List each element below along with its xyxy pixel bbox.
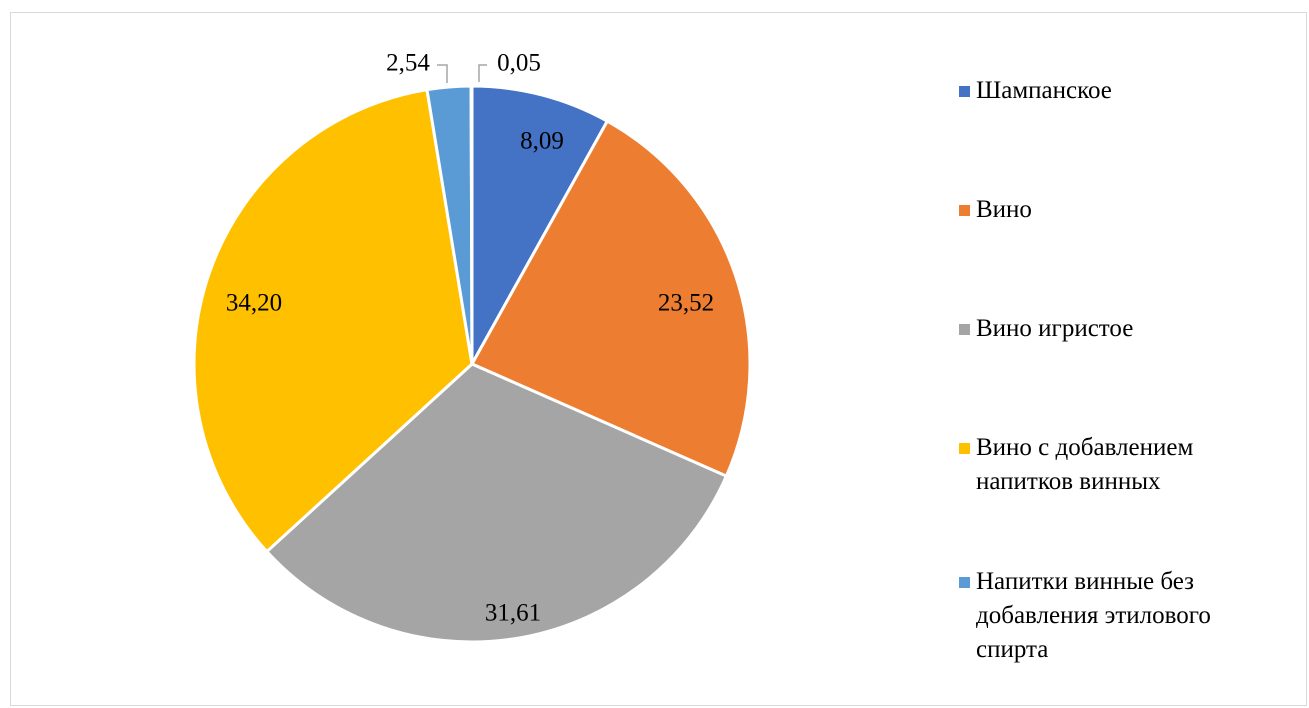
pie-slices: [192, 84, 752, 644]
pie-slice-wine-with-wine-drinks: [192, 87, 474, 554]
data-label-wine: 23,52: [658, 290, 714, 317]
legend-label: Вино игристое: [976, 315, 1134, 342]
legend-swatch: [959, 86, 970, 97]
pie-chart: 8,09 23,52 31,61 34,20 2,54 0,05: [192, 50, 752, 644]
legend-label: Напитки винные без добавления этилового …: [976, 568, 1211, 663]
data-label-sparkling-wine: 31,61: [485, 600, 541, 627]
data-labels: 8,09 23,52 31,61 34,20 2,54 0,05: [226, 50, 714, 627]
legend-item-wine-drinks-no-spirit: Напитки винные без добавления этилового …: [959, 565, 1296, 667]
legend-item-wine: Вино: [959, 193, 1296, 227]
legend-item-sparkling-wine: Вино игристое: [959, 312, 1296, 346]
data-label-wine-drinks-no-spirit: 2,54: [386, 50, 430, 77]
pie-slice-sparkling-wine: [264, 362, 729, 644]
legend-swatch: [959, 577, 970, 588]
leader-line-wine-drinks-no-spirit: [437, 64, 448, 83]
leader-lines: [437, 64, 487, 83]
legend-item-wine-with-wine-drinks: Вино с добавлением напитков винных: [959, 431, 1296, 499]
legend-swatch: [959, 324, 970, 335]
data-label-champagne: 8,09: [520, 128, 564, 155]
chart-frame: 8,09 23,52 31,61 34,20 2,54 0,05 Шампанское В…: [10, 12, 1307, 706]
legend-swatch: [959, 443, 970, 454]
pie-slice-other: [469, 84, 474, 365]
data-label-wine-with-wine-drinks: 34,20: [226, 290, 282, 317]
legend-label: Шампанское: [976, 77, 1112, 104]
legend-label: Вино с добавлением напитков винных: [976, 434, 1194, 495]
legend-swatch: [959, 205, 970, 216]
legend-item-champagne: Шампанское: [959, 74, 1296, 108]
data-label-other: 0,05: [497, 50, 541, 77]
legend-label: Вино: [976, 196, 1032, 223]
pie-slice-champagne: [470, 84, 610, 370]
pie-slice-wine: [469, 119, 752, 479]
leader-line-other: [478, 64, 487, 83]
